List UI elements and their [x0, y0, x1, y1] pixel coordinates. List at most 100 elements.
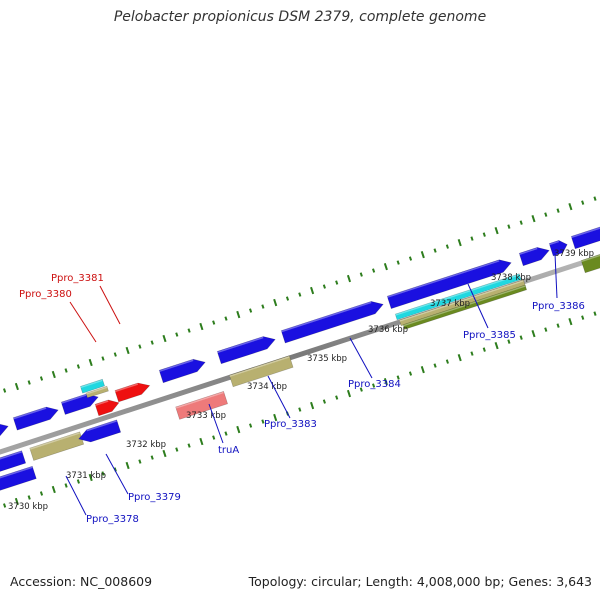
tick-mark	[396, 375, 400, 380]
tick-mark	[162, 334, 167, 343]
gene-arrow-shine	[518, 247, 538, 256]
gene-arrow-olive	[29, 431, 85, 461]
gene-label: Ppro_3381	[51, 273, 104, 284]
tick-mark	[519, 220, 523, 225]
tick-mark	[507, 339, 511, 344]
tick-mark	[531, 329, 536, 338]
tick-mark	[433, 248, 437, 253]
gene-arrow	[0, 423, 9, 436]
scale-label: 3738 kbp	[491, 273, 531, 283]
gene-label: truA	[218, 445, 239, 456]
gene-arrow-olive-shine	[229, 356, 290, 378]
gene-arrow	[280, 301, 384, 344]
scale-label: 3739 kbp	[554, 249, 594, 259]
gene-arrow-olive-shine	[29, 432, 80, 450]
tick-mark	[3, 388, 7, 393]
tick-mark	[568, 317, 573, 326]
gene-label-leader	[105, 453, 129, 495]
gene-label-leader	[99, 285, 121, 325]
tick-mark	[581, 315, 585, 320]
gene-arrow	[518, 247, 550, 267]
gene-arrow-shine	[0, 466, 33, 479]
gene-arrow-green-shine	[402, 285, 526, 327]
tick-mark	[285, 296, 290, 301]
gene-arrow-red-shine	[94, 400, 109, 406]
tick-mark	[212, 320, 216, 325]
tick-mark	[298, 407, 302, 412]
gene-arrow	[60, 393, 99, 415]
tick-mark	[236, 310, 241, 319]
gene-label: Ppro_3383	[264, 419, 317, 430]
tick-mark	[457, 238, 462, 247]
tick-mark	[568, 202, 573, 211]
tick-mark	[187, 443, 191, 448]
tick-mark	[14, 497, 19, 506]
gene-label-leader	[467, 283, 489, 329]
tick-mark	[51, 370, 56, 379]
gene-arrow-shine	[86, 420, 117, 432]
gene-arrow-green	[402, 284, 527, 330]
tick-mark	[64, 368, 68, 373]
tick-mark	[593, 311, 597, 316]
scale-label: 3732 kbp	[126, 440, 166, 450]
tick-mark	[383, 377, 388, 386]
topology-summary: Topology: circular; Length: 4,008,000 bp…	[248, 574, 592, 589]
accession-text: Accession: NC_008609	[10, 574, 153, 589]
tick-mark	[125, 461, 130, 470]
tick-mark	[273, 298, 278, 307]
gene-arrow-pink-shine	[175, 391, 224, 409]
tick-mark	[187, 328, 191, 333]
tick-mark	[581, 200, 585, 205]
tick-mark	[39, 376, 44, 381]
tick-mark	[3, 503, 7, 508]
gene-arrow	[12, 406, 59, 431]
gene-label: Ppro_3384	[348, 379, 401, 390]
gene-arrow-shine	[548, 240, 560, 246]
gene-label-leader	[267, 375, 291, 419]
gene-arrow-olive	[229, 355, 294, 388]
tick-mark	[335, 395, 339, 400]
tick-mark	[101, 471, 105, 476]
gene-arrow-shine	[60, 394, 87, 404]
tick-mark	[408, 256, 413, 261]
gene-label-leader	[208, 403, 224, 444]
scale-label: 3737 kbp	[430, 299, 470, 309]
scale-label: 3733 kbp	[186, 411, 226, 421]
tick-mark	[249, 423, 253, 428]
tick-mark	[408, 371, 413, 376]
tick-mark	[64, 483, 68, 488]
tick-mark	[273, 413, 278, 422]
tick-mark	[51, 485, 56, 494]
gene-label-leader	[69, 301, 97, 343]
gene-arrow-shine	[216, 336, 264, 354]
tick-mark	[162, 449, 167, 458]
gene-arrow-shine	[386, 260, 500, 298]
tick-mark	[556, 323, 560, 328]
gene-arrow	[386, 259, 512, 309]
gene-arrow	[78, 419, 122, 443]
scale-label: 3734 kbp	[247, 382, 287, 392]
tick-mark	[224, 431, 228, 436]
tick-mark	[494, 341, 499, 350]
tick-mark	[236, 425, 241, 434]
gene-arrow	[548, 240, 568, 257]
tick-mark	[322, 399, 326, 404]
tick-mark	[125, 346, 130, 355]
gene-arrow-cyan-shine	[394, 274, 520, 316]
tick-mark	[88, 473, 93, 482]
tick-mark	[544, 212, 548, 217]
tick-mark	[27, 495, 31, 500]
gene-label: Ppro_3380	[19, 289, 72, 300]
gene-arrow-shine	[12, 407, 47, 420]
tick-mark	[372, 383, 376, 388]
tick-mark	[593, 196, 597, 201]
tick-mark	[359, 387, 363, 392]
map-title: Pelobacter propionicus DSM 2379, complet…	[113, 9, 487, 25]
tick-mark	[310, 401, 315, 410]
tick-mark	[556, 208, 560, 213]
gene-arrow	[158, 358, 206, 384]
tick-mark	[494, 226, 499, 235]
tick-mark	[335, 280, 339, 285]
gene-arrow-olive-shine	[399, 280, 524, 322]
